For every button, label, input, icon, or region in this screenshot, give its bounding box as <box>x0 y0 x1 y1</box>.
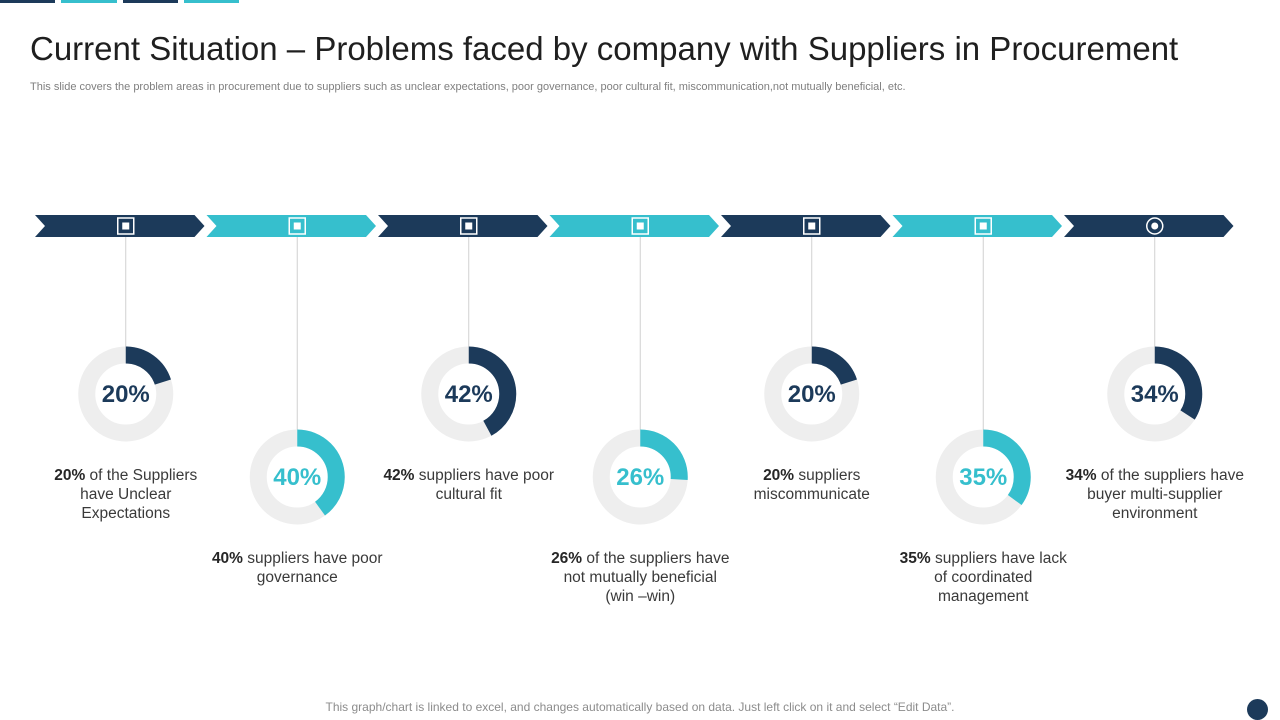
problem-text: of the suppliers have not mutually benef… <box>563 550 730 605</box>
problem-text: suppliers have lack of coordinated manag… <box>930 550 1067 605</box>
footer-note: This graph/chart is linked to excel, and… <box>325 700 955 714</box>
circle-marker-dot-icon <box>1151 222 1159 230</box>
problem-text: of the Suppliers have Unclear Expectatio… <box>80 467 198 522</box>
square-marker-dot-icon <box>979 222 987 230</box>
donut-percent-label: 34% <box>1131 381 1179 408</box>
problem-percent: 34% <box>1065 467 1097 484</box>
donut-value-arc <box>249 429 345 525</box>
problem-description: 42% suppliers have poor cultural fit <box>379 466 559 504</box>
donut-percent-label: 20% <box>102 381 150 408</box>
problem-text: suppliers have poor governance <box>242 550 383 586</box>
page-title: Current Situation – Problems faced by co… <box>30 30 1179 67</box>
donut-percent-label: 26% <box>616 464 664 491</box>
page-subtitle: This slide covers the problem areas in p… <box>30 81 906 93</box>
problem-description: 35% suppliers have lack of coordinated m… <box>893 549 1073 606</box>
problem-description: 34% of the suppliers have buyer multi-su… <box>1065 466 1245 523</box>
square-marker-icon <box>117 217 135 235</box>
square-marker-dot-icon <box>808 222 816 230</box>
problem-description: 26% of the suppliers have not mutually b… <box>550 549 730 606</box>
problem-text: of the suppliers have buyer multi-suppli… <box>1087 467 1244 522</box>
corner-dot <box>1247 699 1268 720</box>
problem-percent: 40% <box>211 550 243 567</box>
square-marker-dot-icon <box>293 222 301 230</box>
timeline-chevron <box>892 215 1062 237</box>
circle-marker-icon <box>1146 217 1164 235</box>
donut-value-arc <box>935 429 1031 525</box>
donut-percent-label: 35% <box>959 464 1007 491</box>
problem-text: suppliers have poor cultural fit <box>414 467 555 503</box>
timeline-chevron <box>1064 215 1234 237</box>
timeline-chevron <box>206 215 376 237</box>
problem-description: 20% of the Suppliers have Unclear Expect… <box>36 466 216 523</box>
timeline-chevron <box>721 215 891 237</box>
timeline-chevron <box>549 215 719 237</box>
accent-bar-2 <box>61 0 117 3</box>
donut-value-arc <box>421 346 517 442</box>
timeline-chevron <box>378 215 548 237</box>
square-marker-icon <box>288 217 306 235</box>
square-marker-dot-icon <box>636 222 644 230</box>
donut-value-arc <box>764 346 860 442</box>
donut-value-arc <box>1107 346 1203 442</box>
square-marker-icon <box>460 217 478 235</box>
square-marker-icon <box>974 217 992 235</box>
accent-bar-3 <box>123 0 178 3</box>
problem-percent: 20% <box>54 467 86 484</box>
square-marker-dot-icon <box>122 222 130 230</box>
problem-percent: 35% <box>899 550 931 567</box>
problem-percent: 26% <box>551 550 583 567</box>
problem-description: 40% suppliers have poor governance <box>207 549 387 587</box>
donut-percent-label: 20% <box>788 381 836 408</box>
problem-description: 20% suppliers miscommunicate <box>722 466 902 504</box>
square-marker-dot-icon <box>465 222 473 230</box>
problem-percent: 42% <box>383 467 415 484</box>
donut-percent-label: 42% <box>445 381 493 408</box>
problem-percent: 20% <box>763 467 795 484</box>
problem-text: suppliers miscommunicate <box>753 467 870 503</box>
square-marker-icon <box>631 217 649 235</box>
timeline-chevron <box>35 215 205 237</box>
square-marker-icon <box>803 217 821 235</box>
donut-percent-label: 40% <box>273 464 321 491</box>
donut-value-arc <box>78 346 174 442</box>
accent-bar-1 <box>0 0 55 3</box>
accent-bar-4 <box>184 0 239 3</box>
donut-value-arc <box>592 429 688 525</box>
